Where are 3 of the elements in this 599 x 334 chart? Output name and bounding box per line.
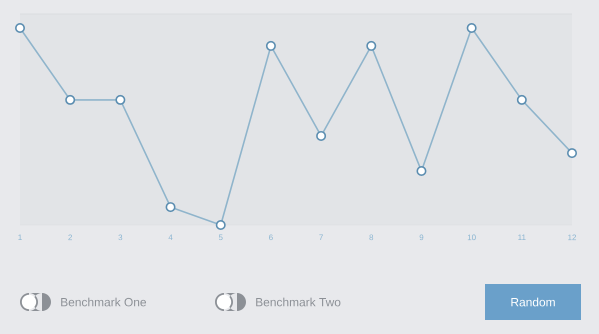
text: Benchmark One xyxy=(61,298,146,306)
text: Random xyxy=(511,298,555,306)
text: Benchmark Two xyxy=(256,298,340,306)
